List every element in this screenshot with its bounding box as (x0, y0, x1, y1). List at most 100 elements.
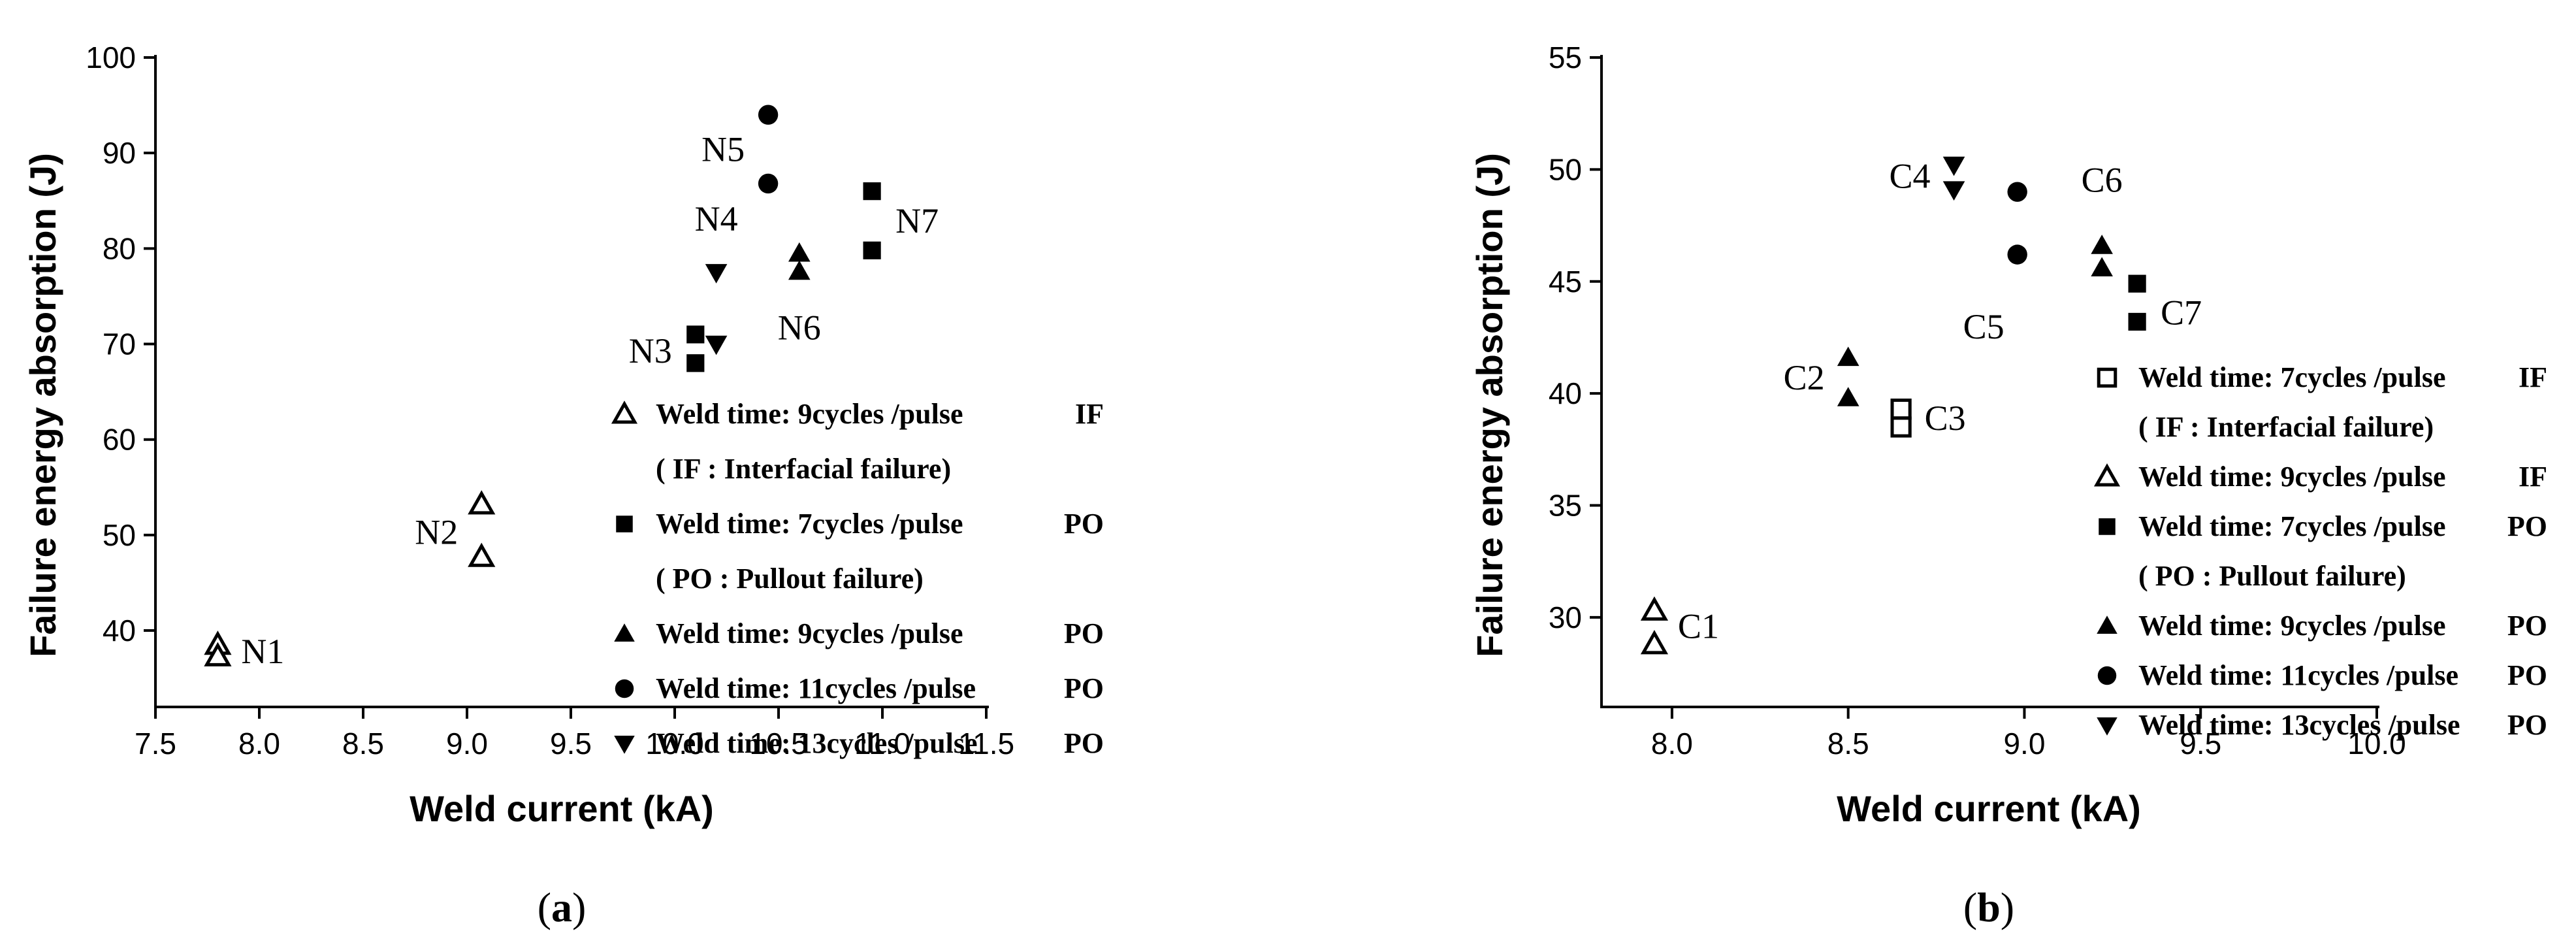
y-axis-title-a: Failure energy absorption (J) (22, 153, 63, 657)
point-label: C4 (1890, 157, 1931, 196)
data-point (2007, 244, 2027, 265)
x-tick-label: 9.5 (550, 727, 592, 761)
point-label: C2 (1784, 358, 1825, 397)
legend-label: ( PO : Pullout failure) (2138, 560, 2406, 592)
data-point (758, 173, 779, 194)
point-label: C6 (2082, 160, 2123, 199)
data-point (1942, 181, 1965, 201)
x-tick-label: 9.0 (446, 727, 488, 761)
legend-label: ( IF : Interfacial failure) (2138, 411, 2434, 443)
legend-label: Weld time: 9cycles /pulse (2138, 610, 2446, 642)
data-point (204, 642, 232, 666)
y-tick-label: 50 (1549, 152, 1582, 186)
legend-failure-tag: IF (1075, 398, 1104, 430)
data-point (2007, 182, 2027, 202)
x-tick-label: 10.0 (2347, 727, 2406, 761)
legend-marker (614, 623, 635, 642)
data-point (1837, 387, 1860, 406)
y-tick-label: 55 (1549, 41, 1582, 74)
legend-marker (2097, 615, 2117, 634)
legend-label: Weld time: 7cycles /pulse (2138, 510, 2446, 542)
point-label: C3 (1925, 399, 1966, 438)
x-tick-label: 8.5 (1827, 727, 1869, 761)
x-axis-title-a: Weld current (kA) (410, 788, 714, 829)
legend-label: Weld time: 13cycles /pulse (2138, 709, 2460, 741)
x-tick-label: 11.5 (958, 727, 1014, 761)
data-point (2091, 257, 2113, 276)
data-point (686, 354, 705, 372)
chart-panel-b: Failure energy absorption (J) Weld curre… (1469, 41, 2547, 930)
data-point (863, 241, 881, 259)
y-tick-label: 90 (103, 136, 136, 170)
x-axis-title-b: Weld current (kA) (1837, 788, 2141, 829)
legend-failure-tag: PO (2507, 610, 2547, 642)
point-label: N6 (778, 308, 821, 348)
data-point (863, 182, 881, 201)
legend-label: Weld time: 13cycles /pulse (656, 727, 978, 759)
legend-label: Weld time: 11cycles /pulse (2138, 659, 2458, 691)
x-tick-label: 9.0 (2003, 727, 2045, 761)
data-point (2128, 312, 2146, 331)
x-tick-label: 8.0 (238, 727, 280, 761)
legend-marker (2093, 463, 2121, 487)
y-tick-label: 35 (1549, 489, 1582, 523)
data-point (1837, 346, 1860, 367)
axis-lines-a (154, 55, 989, 708)
data-point (1890, 399, 1912, 420)
x-tick-label: 9.5 (2180, 727, 2221, 761)
legend-failure-tag: PO (2507, 659, 2547, 691)
legend-failure-tag: PO (1064, 508, 1104, 540)
y-tick-label: 70 (103, 327, 136, 361)
panel-caption-a: (a) (538, 884, 587, 930)
data-point (1640, 596, 1669, 621)
data-point (705, 264, 728, 284)
data-point (705, 335, 728, 355)
data-point (2128, 274, 2146, 293)
point-label: N4 (695, 199, 738, 238)
panel-caption-b: (b) (1963, 884, 2014, 930)
legend-marker (616, 516, 633, 532)
x-tick-label: 10.0 (645, 727, 704, 761)
y-tick-label: 45 (1549, 265, 1582, 299)
x-tick-label: 11.0 (854, 727, 910, 761)
data-point (2091, 235, 2113, 254)
legend-marker (615, 679, 634, 698)
data-point (788, 242, 811, 262)
point-label: C1 (1678, 607, 1719, 646)
legend-label: Weld time: 9cycles /pulse (656, 398, 963, 430)
legend-marker (2097, 367, 2117, 388)
legend-failure-tag: PO (1064, 727, 1104, 759)
y-tick-label: 40 (1549, 376, 1582, 410)
legend-label: Weld time: 9cycles /pulse (2138, 461, 2446, 493)
data-point (1640, 630, 1669, 655)
legend-marker (2097, 717, 2117, 736)
legend-label: ( IF : Interfacial failure) (656, 453, 951, 485)
legend-marker (614, 736, 635, 754)
legend-failure-tag: IF (2519, 461, 2547, 493)
y-tick-label: 60 (103, 423, 136, 457)
data-point (1942, 156, 1965, 176)
point-label: N7 (895, 201, 939, 240)
data-point (468, 542, 496, 567)
x-tick-label: 8.0 (1651, 727, 1693, 761)
legend-failure-tag: PO (2507, 510, 2547, 542)
legend-label: ( PO : Pullout failure) (656, 563, 924, 595)
point-label: N5 (701, 129, 745, 169)
legend-label: Weld time: 7cycles /pulse (656, 508, 963, 540)
chart-panel-a: Failure energy absorption (J) Weld curre… (22, 41, 1104, 930)
legend-label: Weld time: 11cycles /pulse (656, 672, 976, 704)
legend-failure-tag: PO (1064, 672, 1104, 704)
y-tick-label: 80 (103, 231, 136, 265)
x-tick-label: 8.5 (342, 727, 384, 761)
point-label: N1 (241, 632, 284, 671)
axis-lines-b (1600, 55, 2379, 708)
y-axis-title-b: Failure energy absorption (J) (1469, 153, 1510, 657)
legend-failure-tag: PO (1064, 617, 1104, 649)
point-label: C5 (1963, 307, 2004, 346)
legend-failure-tag: IF (2519, 361, 2547, 393)
legend-label: Weld time: 7cycles /pulse (2138, 361, 2446, 393)
legend-marker (2099, 518, 2116, 535)
y-tick-label: 50 (103, 518, 136, 552)
data-point (686, 325, 705, 344)
